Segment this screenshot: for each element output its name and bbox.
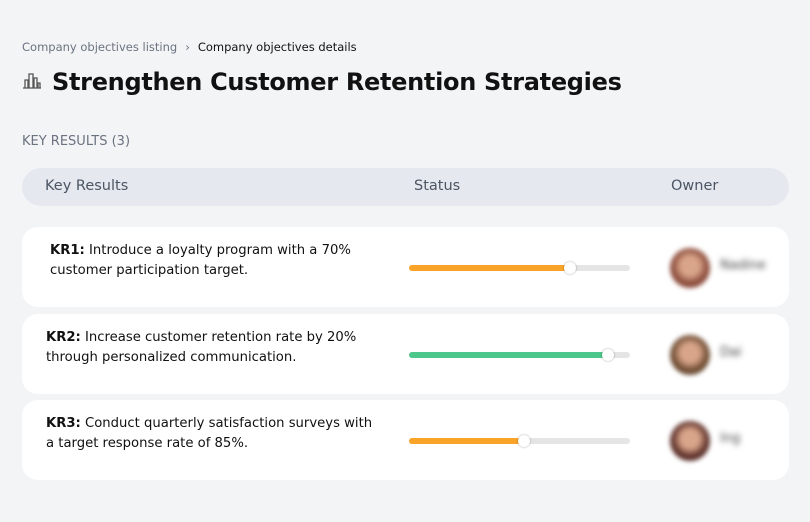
header-owner: Owner	[671, 178, 719, 194]
progress-bar	[409, 435, 630, 447]
avatar	[670, 248, 710, 288]
owner-name: Nadine	[720, 258, 766, 273]
key-result-description: Conduct quarterly satisfaction surveys w…	[46, 416, 373, 451]
key-result-description: Introduce a loyalty program with a 70% c…	[50, 243, 351, 278]
table-row[interactable]: KR1: Introduce a loyalty program with a …	[22, 227, 789, 307]
key-result-text: KR3: Conduct quarterly satisfaction surv…	[46, 414, 376, 454]
key-result-id: KR2:	[46, 330, 81, 345]
table-row[interactable]: KR3: Conduct quarterly satisfaction surv…	[22, 400, 789, 480]
section-label: KEY RESULTS (3)	[22, 134, 131, 149]
progress-knob	[564, 262, 577, 274]
key-result-id: KR1:	[50, 243, 85, 258]
page-header: Strengthen Customer Retention Strategies	[22, 68, 622, 96]
owner-name: Ing	[720, 431, 741, 446]
key-result-id: KR3:	[46, 416, 81, 431]
avatar	[670, 421, 710, 461]
progress-knob	[601, 349, 614, 361]
chevron-right-icon: ›	[185, 40, 190, 54]
progress-bar	[409, 349, 630, 361]
breadcrumb: Company objectives listing › Company obj…	[22, 40, 357, 54]
progress-fill	[409, 265, 571, 271]
progress-fill	[409, 352, 608, 358]
avatar	[670, 335, 710, 375]
table-row[interactable]: KR2: Increase customer retention rate by…	[22, 314, 789, 394]
breadcrumb-current: Company objectives details	[197, 40, 357, 54]
progress-fill	[409, 438, 524, 444]
table-header: Key Results Status Owner	[22, 168, 789, 206]
header-status: Status	[414, 178, 461, 194]
progress-bar	[409, 262, 630, 274]
header-key-results: Key Results	[45, 178, 129, 194]
key-result-description: Increase customer retention rate by 20% …	[46, 330, 357, 365]
key-result-text: KR1: Introduce a loyalty program with a …	[50, 241, 380, 281]
page-title: Strengthen Customer Retention Strategies	[52, 68, 622, 96]
progress-knob	[517, 435, 530, 447]
breadcrumb-parent-link[interactable]: Company objectives listing	[22, 40, 178, 54]
key-result-text: KR2: Increase customer retention rate by…	[46, 328, 376, 368]
owner-name: Dai	[720, 345, 742, 360]
building-icon	[22, 70, 42, 94]
